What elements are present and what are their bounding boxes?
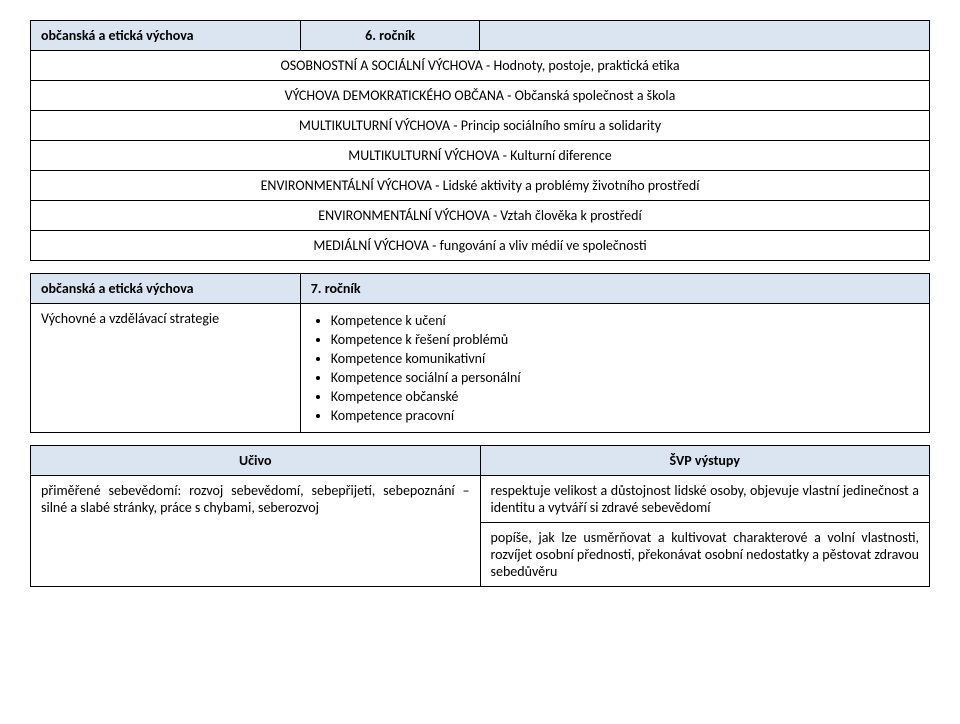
competency-item: Kompetence pracovní (331, 407, 919, 424)
topics-table-6: občanská a etická výchova 6. ročník OSOB… (30, 20, 930, 261)
svp-text-2: popíše, jak lze usměrňovat a kultivovat … (480, 523, 930, 587)
topic-row: MEDIÁLNÍ VÝCHOVA - fungování a vliv médi… (31, 231, 930, 261)
svp-text-1: respektuje velikost a důstojnost lidské … (480, 476, 930, 523)
competency-item: Kompetence k učení (331, 312, 919, 329)
topic-row: OSOBNOSTNÍ A SOCIÁLNÍ VÝCHOVA - Hodnoty,… (31, 51, 930, 81)
competencies-cell: Kompetence k učení Kompetence k řešení p… (300, 304, 929, 433)
svp-header: ŠVP výstupy (480, 446, 930, 476)
empty-cell (480, 21, 930, 51)
topic-text: ENVIRONMENTÁLNÍ VÝCHOVA - Vztah člověka … (31, 201, 930, 231)
competency-item: Kompetence komunikativní (331, 350, 919, 367)
competency-item: Kompetence k řešení problémů (331, 331, 919, 348)
topic-row: VÝCHOVA DEMOKRATICKÉHO OBČANA - Občanská… (31, 81, 930, 111)
competency-item: Kompetence občanské (331, 388, 919, 405)
year-cell-7: 7. ročník (300, 274, 929, 304)
topic-text: ENVIRONMENTÁLNÍ VÝCHOVA - Lidské aktivit… (31, 171, 930, 201)
strategy-table-7: občanská a etická výchova 7. ročník Vých… (30, 273, 930, 433)
topics-header-row: občanská a etická výchova 6. ročník (31, 21, 930, 51)
topic-text: OSOBNOSTNÍ A SOCIÁLNÍ VÝCHOVA - Hodnoty,… (31, 51, 930, 81)
topic-row: MULTIKULTURNÍ VÝCHOVA - Kulturní diferen… (31, 141, 930, 171)
topic-row: ENVIRONMENTÁLNÍ VÝCHOVA - Vztah člověka … (31, 201, 930, 231)
outcomes-header-row: Učivo ŠVP výstupy (31, 446, 930, 476)
competencies-list: Kompetence k učení Kompetence k řešení p… (311, 312, 919, 424)
subject-cell-7: občanská a etická výchova (31, 274, 301, 304)
topic-text: MULTIKULTURNÍ VÝCHOVA - Kulturní diferen… (31, 141, 930, 171)
outcomes-row: přiměřené sebevědomí: rozvoj sebevědomí,… (31, 476, 930, 523)
topic-row: MULTIKULTURNÍ VÝCHOVA - Princip sociální… (31, 111, 930, 141)
topic-text: MEDIÁLNÍ VÝCHOVA - fungování a vliv médi… (31, 231, 930, 261)
strategy-label: Výchovné a vzdělávací strategie (31, 304, 301, 433)
competency-item: Kompetence sociální a personální (331, 369, 919, 386)
ucivo-text: přiměřené sebevědomí: rozvoj sebevědomí,… (31, 476, 481, 587)
topic-row: ENVIRONMENTÁLNÍ VÝCHOVA - Lidské aktivit… (31, 171, 930, 201)
strategy-header-row: občanská a etická výchova 7. ročník (31, 274, 930, 304)
strategy-row: Výchovné a vzdělávací strategie Kompeten… (31, 304, 930, 433)
year-cell-6: 6. ročník (300, 21, 480, 51)
ucivo-header: Učivo (31, 446, 481, 476)
topic-text: MULTIKULTURNÍ VÝCHOVA - Princip sociální… (31, 111, 930, 141)
subject-cell-6: občanská a etická výchova (31, 21, 301, 51)
topic-text: VÝCHOVA DEMOKRATICKÉHO OBČANA - Občanská… (31, 81, 930, 111)
outcomes-table: Učivo ŠVP výstupy přiměřené sebevědomí: … (30, 445, 930, 587)
